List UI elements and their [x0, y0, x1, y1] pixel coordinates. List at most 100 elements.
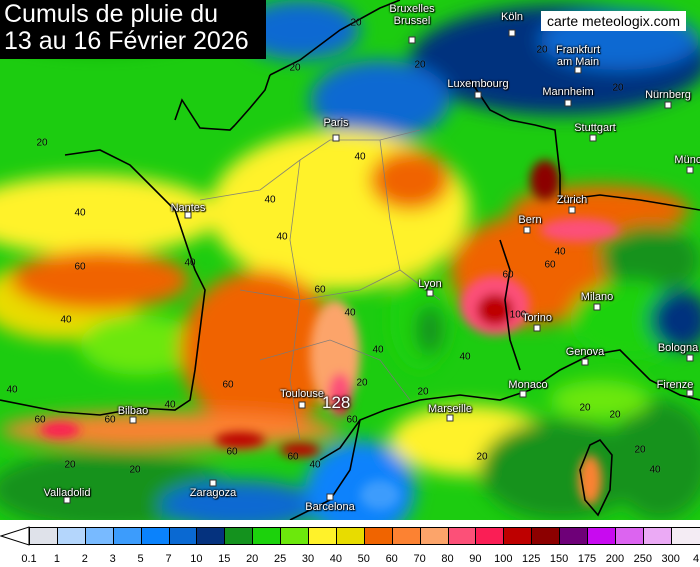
city-name: Marseille: [427, 403, 473, 415]
contour-label: 40: [554, 246, 566, 258]
legend-tick-label: 175: [577, 553, 597, 565]
legend-tick-label: 25: [273, 553, 287, 565]
city-marker: [568, 206, 576, 214]
city-marker: [574, 66, 582, 74]
city-name: Lyon: [418, 278, 442, 290]
legend-swatch: [503, 527, 533, 545]
title-line-1: Cumuls de pluie du: [4, 0, 219, 28]
legend-swatch: [559, 527, 588, 545]
contour-label: 60: [222, 379, 234, 391]
contour-label: 40: [344, 307, 356, 319]
legend-tick-label: 100: [494, 553, 513, 565]
city-marker: [523, 226, 531, 234]
city-name: Köln: [500, 11, 524, 23]
legend-swatch: [252, 527, 282, 545]
color-legend: 0.1 1 2 3 5 7 10 15 20 25 30 40 50 60 70 80 90 100 125 150 1…: [0, 520, 700, 567]
legend-swatch: [140, 527, 170, 545]
legend-swatch: [308, 527, 337, 545]
legend-swatch: [587, 527, 616, 545]
contour-label: 40: [184, 257, 196, 269]
contour-label: 20: [356, 377, 368, 389]
city-label: Nürnberg: [645, 89, 691, 101]
contour-label: 60: [502, 269, 514, 281]
contour-label: 60: [34, 414, 46, 426]
city-label: Milano: [581, 291, 613, 303]
contour-label: 60: [287, 451, 299, 463]
contour-label: 60: [74, 261, 86, 273]
city-name: Paris: [323, 117, 349, 129]
city-label: Paris: [323, 117, 348, 129]
city-label: Barcelona: [305, 501, 355, 513]
contour-label: 60: [346, 414, 358, 426]
city-label: Firenze: [657, 379, 694, 391]
city-name: Valladolid: [43, 487, 91, 499]
map-title: Cumuls de pluie du 13 au 16 Février 2026: [0, 0, 266, 59]
legend-swatch: [363, 527, 393, 545]
city-marker: [332, 134, 340, 142]
city-name: Mannheim: [542, 86, 594, 98]
legend-tick-label: 3: [109, 553, 116, 565]
city-label: Bilbao: [118, 405, 149, 417]
city-name: Bilbao: [117, 405, 149, 417]
legend-swatch: [335, 527, 365, 545]
brand-label[interactable]: carte meteologix.com: [541, 11, 687, 31]
contour-label: 20: [64, 459, 76, 471]
city-label: Torino: [522, 312, 552, 324]
city-marker: [426, 289, 434, 297]
contour-label: 20: [634, 444, 646, 456]
contour-label: 40: [276, 231, 288, 243]
city-name: Bruxelles: [389, 3, 435, 15]
region-borders: [199, 129, 441, 441]
legend-swatch: [614, 527, 644, 545]
title-line-2: 13 au 16 Février 2026: [4, 27, 249, 55]
city-label: Bologna: [658, 342, 698, 354]
city-marker: [326, 493, 334, 501]
contour-label: 40: [649, 464, 661, 476]
contour-label: 40: [6, 384, 18, 396]
contour-label: 40: [354, 151, 366, 163]
legend-tick-label: 20: [246, 553, 259, 565]
legend-swatch: [670, 527, 700, 545]
city-name-alt: am Main: [556, 56, 600, 68]
city-name: Bologna: [657, 342, 699, 354]
contour-label: 20: [579, 402, 591, 414]
legend-tick-label: 200: [605, 553, 625, 565]
contour-label: 20: [612, 82, 624, 94]
city-label: Valladolid: [44, 487, 91, 499]
city-marker: [298, 401, 306, 409]
city-marker: [593, 303, 601, 311]
contour-label: 20: [414, 59, 426, 71]
city-marker: [408, 36, 416, 44]
city-marker: [129, 416, 137, 424]
contour-label: 20: [476, 451, 488, 463]
legend-swatch: [196, 527, 226, 545]
city-label: Marseille: [428, 403, 472, 415]
legend-tick-label: 7: [165, 553, 172, 565]
contour-label: 40: [74, 207, 86, 219]
city-label: Monaco: [508, 379, 547, 391]
coastline: [0, 0, 700, 520]
contour-label: 20: [536, 44, 548, 56]
city-marker: [664, 101, 672, 109]
city-label: Bern: [518, 214, 541, 226]
legend-tick-label: 10: [190, 553, 203, 565]
city-label: Mannheim: [542, 86, 593, 98]
legend-tick-label: 60: [385, 553, 398, 565]
contour-label: 60: [226, 446, 238, 458]
legend-tick-label: 40: [329, 553, 343, 565]
contour-label: 40: [60, 314, 72, 326]
city-marker: [446, 414, 454, 422]
legend-swatch: [56, 527, 86, 545]
contour-label: 40: [164, 399, 176, 411]
precipitation-map[interactable]: 20 20 20 20 20 20 40 40 40 40 40 40 60 40 60 60 40 40 60 60…: [0, 0, 700, 520]
contour-label: 40: [309, 459, 321, 471]
city-marker: [63, 496, 71, 504]
legend-swatch: [642, 527, 672, 545]
legend-tick-label: 70: [413, 553, 426, 565]
city-label: Genova: [566, 346, 605, 358]
legend-tick-label: 5: [137, 553, 144, 565]
city-marker: [474, 91, 482, 99]
contour-label: 40: [459, 351, 471, 363]
legend-swatch: [84, 527, 114, 545]
city-label: Stuttgart: [574, 122, 616, 134]
